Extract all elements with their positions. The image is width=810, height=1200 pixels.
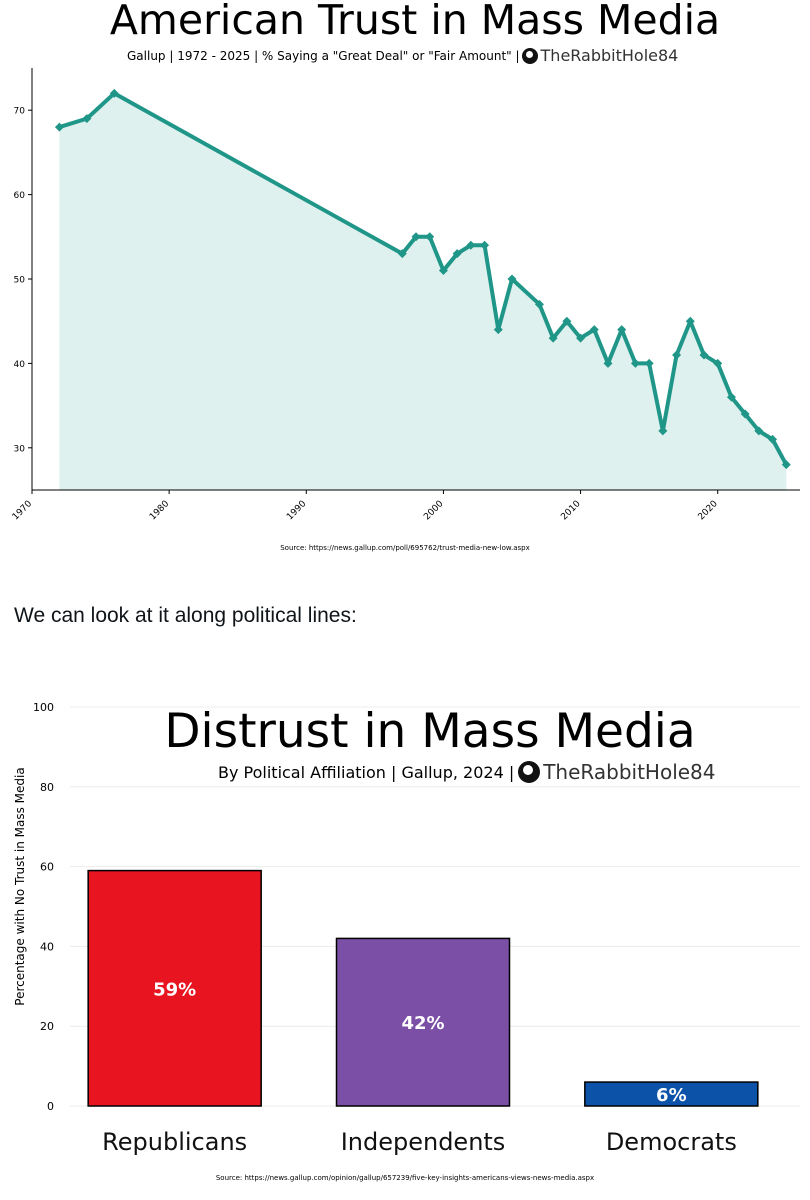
y-tick-label: 30 [14,444,26,454]
distrust-chart-svg: 0 20 40 60 80 100 Percentage with No Trust in … [13,701,800,1156]
data-point [466,240,476,250]
y-tick-label: 60 [14,191,26,201]
y-tick-label: 40 [40,940,54,953]
data-point [589,325,599,335]
y-tick-label: 70 [14,107,26,117]
y-tick-label: 60 [40,861,54,874]
chart-title: Distrust in Mass Media [164,704,696,759]
chart-source: Source: https://news.gallup.com/poll/695… [280,544,530,552]
category-label: Republicans [102,1128,247,1156]
data-point [699,350,709,360]
trust-chart-svg: 30 40 50 60 70 1970 1980 1990 2000 2010 2020 [11,68,800,522]
prose-text: We can look at it along political lines: [14,604,357,627]
data-point [82,114,92,124]
watermark-text: TheRabbitHole84 [540,46,679,65]
data-point [425,232,435,242]
data-point [630,358,640,368]
x-tick-label: 2020 [697,499,720,522]
bar-data-label: 59% [153,979,196,1000]
bar [584,1081,759,1107]
bar-data-label: 6% [656,1085,687,1106]
data-point [576,333,586,343]
data-point [548,333,558,343]
rabbit-logo-icon [521,47,538,64]
x-tick-label: 1980 [148,499,171,522]
subtitle-text: By Political Affiliation | Gallup, 2024 … [218,762,515,782]
watermark: TheRabbitHole84 [521,46,679,65]
data-point [672,350,682,360]
y-tick-label: 20 [40,1020,54,1033]
chart-title: American Trust in Mass Media [109,0,721,44]
data-point [493,325,503,335]
y-tick-label: 40 [14,360,26,370]
x-tick-label: 2010 [559,499,582,522]
subtitle-text: Gallup | 1972 - 2025 | % Saying a "Great… [127,48,520,63]
data-point [438,266,448,276]
data-point [768,434,778,444]
rabbit-logo-icon [518,761,541,783]
watermark-text: TheRabbitHole84 [543,760,716,784]
data-point [603,358,613,368]
trust-chart: American Trust in Mass Media Gallup | 19… [0,0,810,570]
y-tick-label: 0 [47,1100,54,1113]
y-tick-label: 100 [33,701,54,714]
area-fill [59,93,787,490]
data-point [726,392,736,402]
x-tick-label: 2000 [422,499,445,522]
distrust-chart: 0 20 40 60 80 100 Percentage with No Trust in … [0,690,810,1200]
y-tick-label: 50 [14,276,26,286]
data-point [109,88,119,98]
data-point [617,325,627,335]
data-point [781,460,791,470]
bar [87,869,262,1107]
bar-data-label: 42% [401,1013,444,1034]
y-tick-label: 80 [40,781,54,794]
data-point [507,274,517,284]
watermark: TheRabbitHole84 [518,760,716,784]
data-point [397,249,407,259]
data-point [534,299,544,309]
data-point [740,409,750,419]
chart-subtitle: By Political Affiliation | Gallup, 2024 … [218,760,716,784]
data-point [480,240,490,250]
data-point [685,316,695,326]
data-point [713,358,723,368]
data-point [54,122,64,132]
chart-source: Source: https://news.gallup.com/opinion/… [215,1174,595,1182]
x-tick-label: 1970 [11,499,34,522]
data-point [644,358,654,368]
category-label: Independents [341,1128,506,1156]
bar [335,937,511,1107]
data-point [452,249,462,259]
data-point [562,316,572,326]
data-point [754,426,764,436]
data-point [411,232,421,242]
chart-subtitle: Gallup | 1972 - 2025 | % Saying a "Great… [127,46,678,65]
y-axis-label: Percentage with No Trust in Mass Media [13,767,27,1005]
x-tick-label: 1990 [285,499,308,522]
category-label: Democrats [606,1128,737,1156]
data-point [658,426,668,436]
